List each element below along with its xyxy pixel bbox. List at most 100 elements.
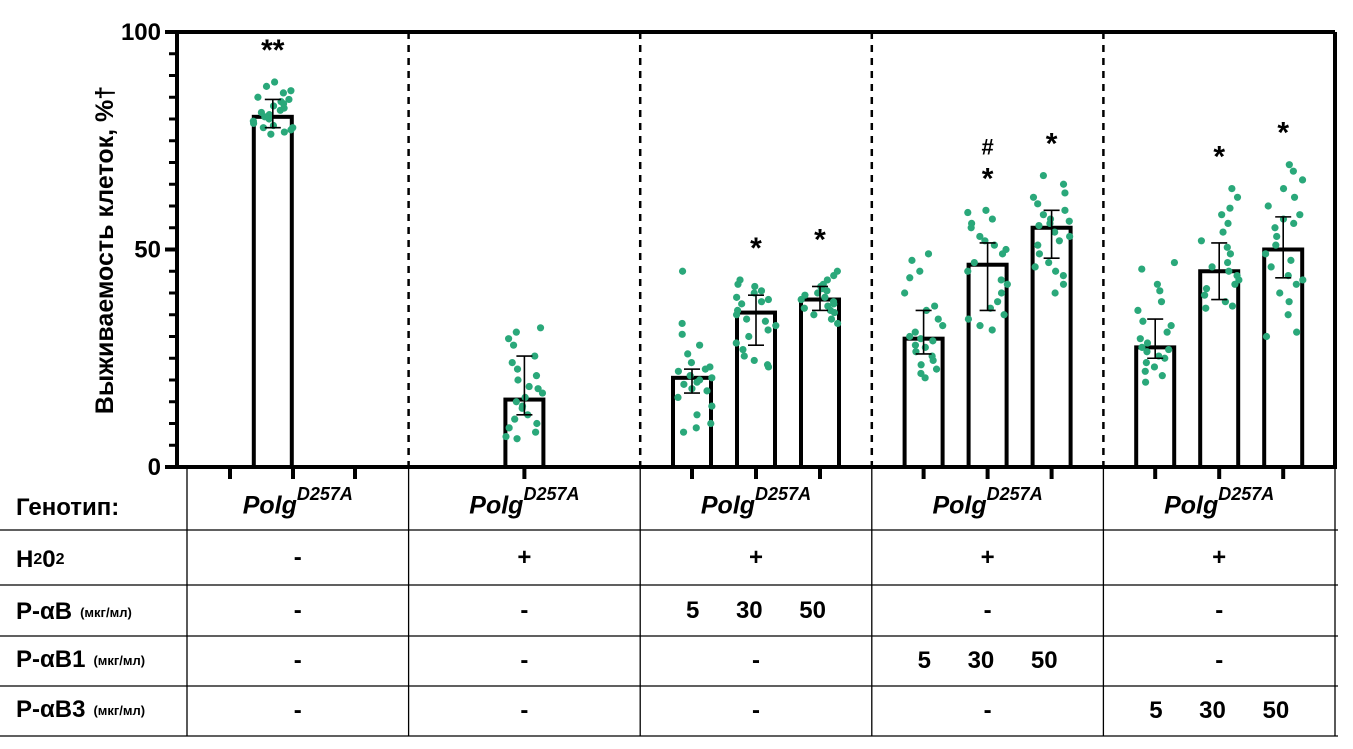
data-point [1290, 219, 1298, 227]
data-point [939, 322, 947, 330]
annotation-star: * [982, 162, 994, 195]
data-point [1224, 219, 1232, 227]
data-point [1150, 363, 1159, 371]
bar [902, 336, 945, 469]
y-tick-label: 0 [148, 454, 161, 481]
data-point [533, 419, 541, 428]
data-point [1158, 372, 1166, 380]
data-point [761, 317, 770, 325]
data-point [994, 298, 1002, 306]
data-point [1039, 211, 1048, 219]
data-point [276, 106, 284, 114]
data-point [1290, 193, 1299, 201]
data-point [908, 256, 916, 264]
data-point [271, 78, 279, 86]
data-point [1264, 202, 1272, 210]
data-point [508, 359, 516, 367]
annotation-star: ** [261, 34, 285, 67]
error-bars [264, 98, 1292, 416]
data-point [1231, 280, 1239, 288]
data-point [964, 315, 973, 323]
data-point [1276, 289, 1284, 297]
data-point [921, 374, 929, 382]
bar [251, 114, 294, 469]
data-point [693, 411, 701, 419]
data-point [1153, 280, 1161, 288]
data-point [924, 250, 933, 258]
data-point [1031, 263, 1039, 271]
data-point [901, 289, 909, 297]
data-point [1208, 263, 1216, 271]
data-point [1139, 317, 1147, 325]
data-point [509, 341, 518, 349]
data-point [701, 365, 709, 373]
annotation-star: * [814, 223, 826, 256]
data-point [1202, 304, 1210, 312]
data-point [757, 298, 766, 306]
y-axis-label: Выживаемость клеток, %† [91, 86, 119, 414]
data-point [772, 322, 780, 330]
data-point [1046, 219, 1054, 227]
data-point [525, 382, 533, 391]
data-point [532, 372, 541, 380]
data-point [1293, 328, 1301, 336]
annotation-star: * [1277, 117, 1289, 150]
data-point [931, 302, 939, 310]
data-point [703, 387, 711, 395]
data-point [678, 267, 687, 275]
data-point [1143, 348, 1151, 356]
data-point [1223, 243, 1231, 251]
data-point [1141, 378, 1150, 386]
annotation-hash: # [981, 134, 993, 159]
data-point [1165, 345, 1173, 354]
data-point [1163, 328, 1171, 336]
data-point [1267, 263, 1275, 271]
data-point [1039, 171, 1047, 180]
data-point [279, 89, 288, 97]
data-point [1034, 200, 1042, 208]
data-point [906, 332, 914, 341]
data-point [262, 82, 271, 90]
y-tick-label: 100 [121, 19, 161, 46]
data-point [1272, 241, 1280, 249]
data-point [674, 393, 682, 401]
data-point [740, 352, 748, 360]
data-point [265, 115, 273, 123]
data-point [513, 435, 521, 443]
data-point [514, 376, 522, 384]
data-point [800, 304, 808, 312]
data-point [534, 385, 542, 393]
data-point [692, 424, 700, 432]
data-point [751, 282, 759, 291]
data-point [732, 311, 741, 319]
data-point [280, 128, 288, 136]
data-point [1262, 332, 1271, 341]
data-point [1003, 280, 1011, 288]
data-point [1261, 250, 1270, 258]
data-point [674, 367, 682, 375]
data-point [1226, 250, 1235, 258]
data-point [750, 356, 758, 365]
data-point [1279, 185, 1288, 193]
y-tick-label: 50 [134, 237, 161, 264]
data-point [834, 319, 842, 328]
data-point [1034, 241, 1042, 249]
bar [799, 297, 841, 469]
data-point [1271, 224, 1279, 232]
data-point [964, 267, 972, 275]
data-point [988, 326, 996, 334]
data-point [988, 215, 996, 223]
data-point [997, 276, 1005, 284]
data-point [764, 326, 772, 334]
data-point [733, 293, 741, 301]
bars [251, 114, 1305, 470]
data-point [1285, 298, 1293, 306]
data-point [505, 424, 513, 432]
data-point [1273, 232, 1281, 241]
data-point [708, 402, 716, 410]
data-point [830, 272, 838, 280]
data-point [678, 319, 686, 328]
annotation-star: * [1046, 128, 1058, 161]
data-point [1142, 359, 1150, 367]
data-point [967, 224, 975, 232]
